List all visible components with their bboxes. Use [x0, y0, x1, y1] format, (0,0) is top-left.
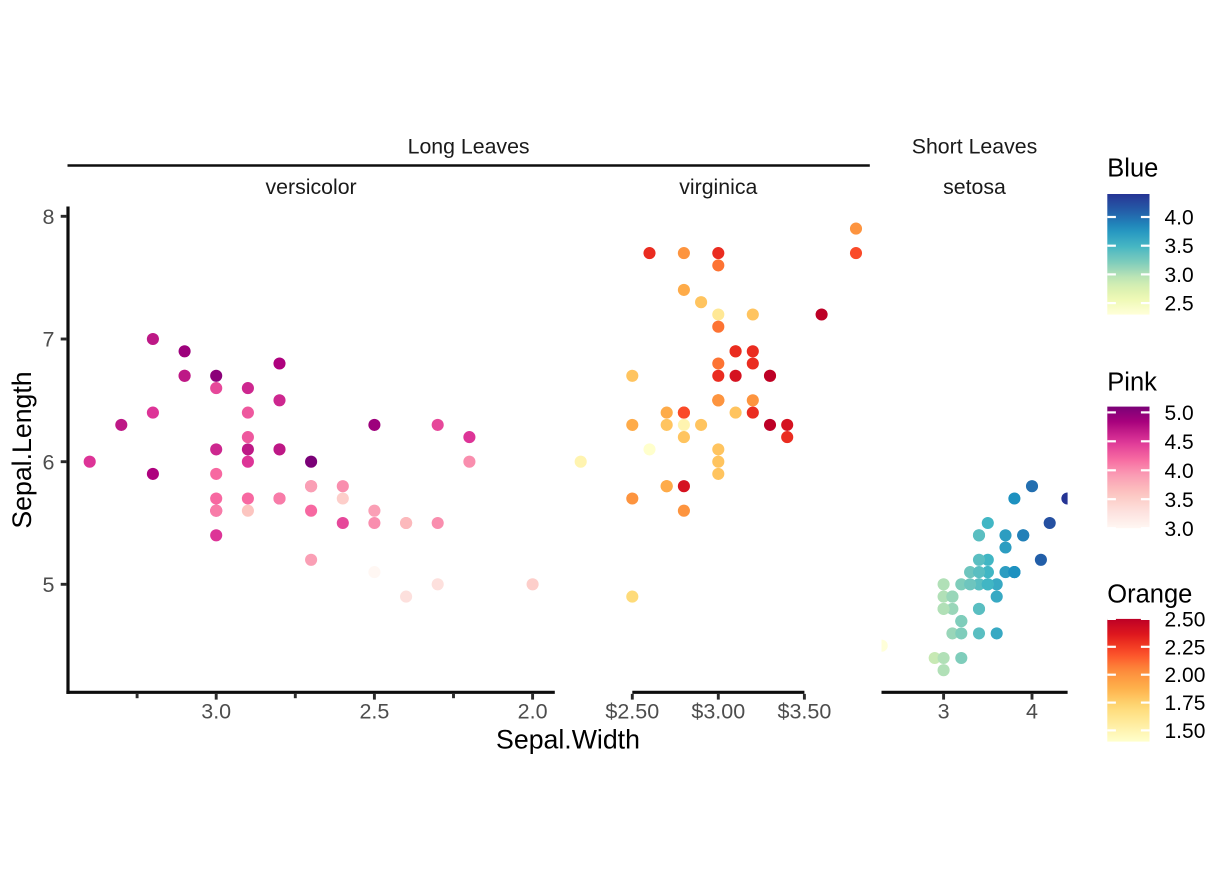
svg-text:2.00: 2.00: [1165, 664, 1206, 687]
svg-text:2.25: 2.25: [1165, 636, 1206, 659]
svg-text:6: 6: [43, 450, 55, 474]
svg-text:3.0: 3.0: [1165, 264, 1194, 287]
svg-text:3.5: 3.5: [1165, 489, 1194, 512]
svg-text:versicolor: versicolor: [266, 175, 357, 199]
svg-text:2.5: 2.5: [1165, 293, 1194, 316]
svg-text:Orange: Orange: [1107, 581, 1192, 609]
svg-text:Sepal.Width: Sepal.Width: [496, 725, 640, 755]
svg-text:4.5: 4.5: [1165, 431, 1194, 454]
svg-text:setosa: setosa: [943, 175, 1006, 199]
svg-text:2.0: 2.0: [518, 700, 548, 724]
svg-text:2.50: 2.50: [1165, 609, 1206, 632]
svg-text:4.0: 4.0: [1165, 207, 1194, 230]
svg-text:3.0: 3.0: [201, 700, 231, 724]
svg-text:Sepal.Length: Sepal.Length: [7, 371, 37, 528]
svg-text:2.5: 2.5: [359, 700, 389, 724]
svg-text:$3.00: $3.00: [691, 700, 745, 724]
svg-text:4: 4: [1026, 700, 1038, 724]
svg-text:5: 5: [43, 573, 55, 597]
svg-text:1.75: 1.75: [1165, 692, 1206, 715]
svg-text:3: 3: [938, 700, 950, 724]
svg-text:5.0: 5.0: [1165, 402, 1194, 425]
svg-text:4.0: 4.0: [1165, 460, 1194, 483]
svg-text:8: 8: [43, 205, 55, 229]
svg-text:7: 7: [43, 328, 55, 352]
svg-text:Blue: Blue: [1107, 155, 1158, 183]
svg-text:$2.50: $2.50: [605, 700, 659, 724]
svg-text:Long Leaves: Long Leaves: [408, 135, 530, 159]
svg-text:Short Leaves: Short Leaves: [912, 135, 1038, 159]
svg-text:3.5: 3.5: [1165, 235, 1194, 258]
svg-text:3.0: 3.0: [1165, 518, 1194, 541]
svg-text:1.50: 1.50: [1165, 720, 1206, 743]
svg-text:$3.50: $3.50: [777, 700, 831, 724]
svg-text:Pink: Pink: [1107, 368, 1157, 396]
svg-text:virginica: virginica: [679, 175, 757, 199]
